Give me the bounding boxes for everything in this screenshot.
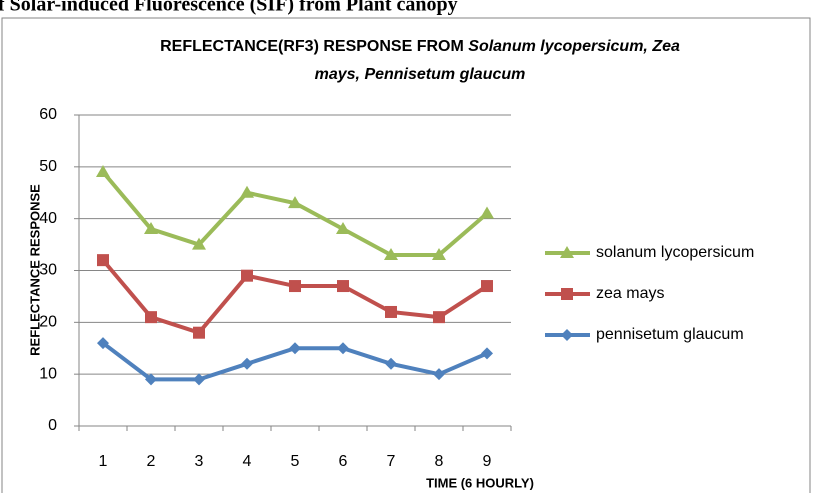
marker [480,206,494,219]
y-tick-label: 0 [48,417,57,434]
marker [337,280,349,293]
caption: of Solar-induced Fluorescence (SIF) from… [0,0,458,16]
x-tick-label: 4 [243,453,252,470]
marker [96,165,110,178]
marker [289,280,301,293]
y-tick-label: 50 [39,158,57,175]
marker [193,326,205,339]
marker [97,337,109,350]
marker [145,373,157,386]
y-tick-label: 60 [39,106,57,123]
y-tick-label: 10 [39,365,57,382]
x-tick-label: 5 [291,453,300,470]
marker [144,222,158,235]
x-tick-label: 2 [147,453,156,470]
marker [561,329,573,341]
title-part: REFLECTANCE(RF3) RESPONSE FROM [160,38,464,55]
marker [241,357,253,370]
chart-title: REFLECTANCE(RF3) RESPONSE FROM Solanum l… [160,38,680,55]
title-part: Solanum lycopersicum, Zea [468,38,680,55]
legend-label: pennisetum glaucum [596,326,744,343]
marker [385,305,397,318]
y-axis-label: REFLECTANCE RESPONSE [27,184,42,356]
marker [481,347,493,360]
marker [288,196,302,209]
marker [193,373,205,386]
marker [145,311,157,324]
legend-label: solanum lycopersicum [596,244,754,261]
marker [384,247,398,260]
y-tick-label: 20 [39,314,57,331]
marker [241,269,253,282]
y-tick-label: 40 [39,210,57,227]
marker [385,357,397,370]
x-tick-label: 3 [195,453,204,470]
y-tick-label: 30 [39,262,57,279]
marker [432,247,446,260]
marker [561,288,573,300]
marker [192,237,206,250]
legend-label: zea mays [596,285,664,302]
marker [433,368,445,381]
marker [433,311,445,324]
marker [481,280,493,293]
marker [240,185,254,198]
marker [289,342,301,355]
x-tick-label: 1 [99,453,108,470]
marker [560,246,574,258]
marker [336,222,350,235]
marker [97,254,109,267]
x-axis-label: TIME (6 HOURLY) [426,475,534,490]
x-tick-label: 8 [435,453,444,470]
chart-title: mays, Pennisetum glaucum [315,66,526,83]
x-tick-label: 9 [483,453,492,470]
x-tick-label: 6 [339,453,348,470]
x-tick-label: 7 [387,453,396,470]
marker [337,342,349,355]
